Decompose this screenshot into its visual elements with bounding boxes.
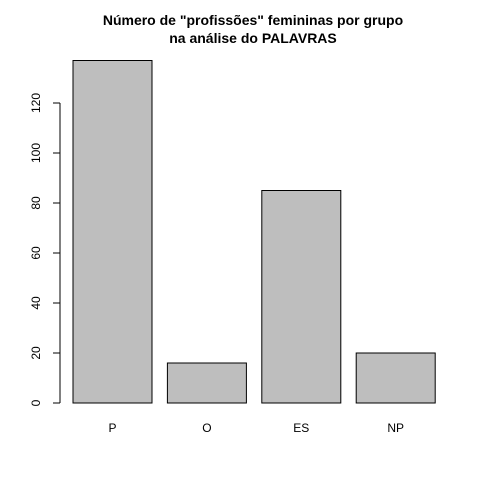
x-tick-label: P — [108, 421, 116, 435]
x-tick-label: ES — [293, 421, 309, 435]
bar — [261, 190, 342, 404]
chart-title: Número de "profissões" femininas por gru… — [103, 12, 403, 28]
chart-title: na análise do PALAVRAS — [169, 30, 337, 46]
y-tick-label: 120 — [29, 93, 43, 113]
x-tick-label: NP — [387, 421, 404, 435]
y-tick-label: 20 — [29, 346, 43, 360]
y-tick-label: 60 — [29, 246, 43, 260]
bar — [72, 60, 153, 404]
bar — [355, 352, 436, 404]
y-tick-label: 40 — [29, 296, 43, 310]
bar — [166, 362, 247, 404]
y-tick-label: 100 — [29, 143, 43, 163]
x-tick-label: O — [202, 421, 211, 435]
y-tick-label: 80 — [29, 196, 43, 210]
y-tick-label: 0 — [29, 399, 43, 406]
